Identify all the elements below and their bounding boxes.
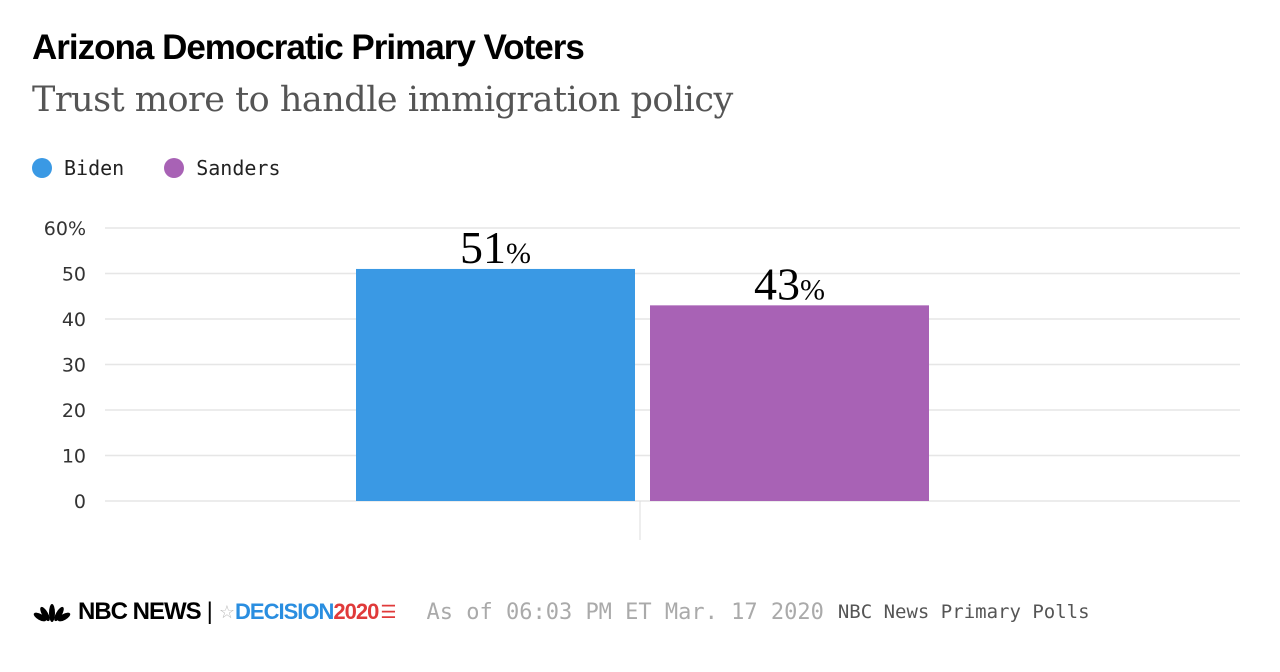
y-tick-label: 40 (62, 309, 86, 331)
legend-swatch-sanders (164, 158, 185, 178)
flag-stripes-icon: ☰ (380, 601, 397, 622)
y-tick-label: 20 (62, 400, 86, 422)
data-label: 51% (460, 222, 531, 273)
source-text: NBC News Primary Polls (837, 601, 1090, 623)
y-tick-label: 60% (44, 218, 86, 240)
separator: | (206, 598, 213, 625)
year-text: 2020 (333, 599, 379, 624)
legend-label: Biden (64, 156, 125, 180)
y-tick-label: 30 (62, 355, 86, 377)
brand-text: NBC NEWS (78, 598, 202, 625)
y-tick-label: 50 (62, 264, 86, 286)
legend-swatch-biden (32, 158, 52, 178)
legend-item-biden: Biden (32, 156, 124, 180)
star-icon: ☆ (218, 601, 236, 622)
bar-sanders (650, 305, 929, 501)
data-label: 43% (754, 258, 825, 309)
chart-title: Arizona Democratic Primary Voters (32, 28, 585, 67)
legend-label: Sanders (196, 156, 281, 180)
decision-text: DECISION (235, 599, 334, 624)
peacock-icon (33, 604, 71, 622)
nbc-news-logo: NBC NEWS (32, 598, 202, 626)
legend-item-sanders: Sanders (164, 156, 281, 180)
bar-biden (356, 268, 635, 501)
y-tick-label: 0 (74, 491, 86, 513)
chart-subtitle: Trust more to handle immigration policy (32, 80, 733, 120)
footer: NBC NEWS | ☆ DECISION 2020 ☰ As of 06:03… (32, 598, 1090, 626)
legend: Biden Sanders (32, 156, 321, 180)
as-of-timestamp: As of 06:03 PM ET Mar. 17 2020 (426, 599, 824, 625)
y-tick-label: 10 (62, 446, 86, 468)
